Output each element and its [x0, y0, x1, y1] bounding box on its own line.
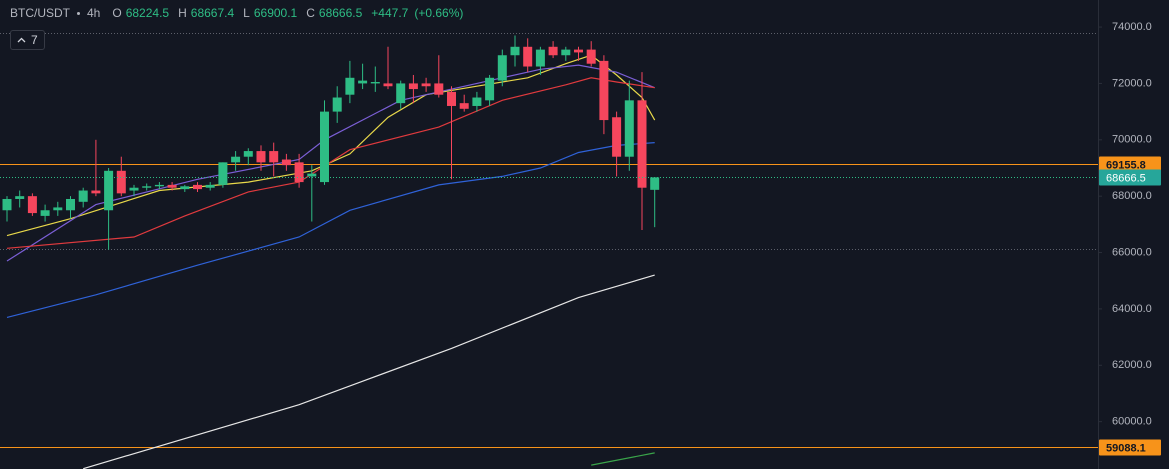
- candle-body: [2, 198, 12, 211]
- indicator-toggle[interactable]: 7: [10, 30, 45, 50]
- y-tick-label: 66000.0: [1112, 246, 1152, 258]
- level-tag-label: 59088.1: [1106, 442, 1146, 454]
- candle-body: [650, 177, 660, 190]
- y-tick-label: 70000.0: [1112, 134, 1152, 146]
- ohlc-label: O: [112, 6, 122, 20]
- candle-body: [497, 55, 507, 81]
- candle-body: [510, 46, 520, 56]
- candle-body: [345, 77, 355, 95]
- ohlc-value: 68224.5: [125, 6, 170, 20]
- candle-body: [561, 49, 571, 56]
- moving-average: [6, 142, 655, 318]
- y-tick-label: 60000.0: [1112, 416, 1152, 428]
- candle-body: [129, 187, 139, 191]
- candle-body: [294, 162, 304, 183]
- candle-body: [78, 190, 88, 202]
- symbol: BTC/USDT: [10, 6, 70, 20]
- candle-body: [193, 184, 202, 190]
- change-pct: (+0.66%): [414, 6, 464, 20]
- candle-body: [485, 77, 495, 101]
- interval[interactable]: 4h: [87, 6, 101, 20]
- candle-body: [91, 190, 101, 194]
- moving-average: [6, 64, 655, 262]
- y-tick-label: 62000.0: [1112, 359, 1152, 371]
- y-tick-label: 74000.0: [1112, 21, 1152, 33]
- candle-body: [624, 100, 634, 157]
- candle-body: [256, 151, 266, 163]
- candle-body: [358, 80, 368, 84]
- level-tag-label: 69155.8: [1106, 159, 1146, 171]
- candle-body: [231, 156, 241, 163]
- candle-body: [421, 83, 431, 87]
- candle-body: [408, 83, 418, 90]
- candle-body: [396, 83, 406, 104]
- chevron-icon: [17, 37, 26, 43]
- candle-body: [154, 184, 164, 187]
- candle-body: [612, 117, 622, 157]
- candle-body: [142, 186, 152, 188]
- change: +447.7: [371, 6, 409, 20]
- candle-body: [53, 207, 63, 211]
- y-tick-label: 72000.0: [1112, 77, 1152, 89]
- price-axis: 60000.0 62000.0 64000.0 66000.0 68000.0 70000…: [1098, 21, 1152, 428]
- candle-body: [307, 173, 317, 177]
- candle-body: [574, 49, 583, 53]
- moving-average: [591, 452, 655, 466]
- ohlc-label: C: [306, 6, 315, 20]
- moving-average: [6, 77, 655, 249]
- candle-body: [167, 184, 177, 188]
- candle-body: [548, 46, 558, 56]
- candle-body: [104, 170, 114, 211]
- candle-body: [459, 103, 469, 109]
- indicator-count: 7: [31, 33, 38, 47]
- level-tag: [1099, 156, 1161, 173]
- candle-body: [586, 49, 596, 64]
- candle-body: [637, 100, 647, 188]
- ohlc-value: 68667.4: [190, 6, 235, 20]
- moving-average: [83, 274, 655, 469]
- candle-body: [243, 151, 253, 157]
- legend-header: BTC/USDT 4h O 68224.5 H 68667.4 L 66900.1 C…: [10, 6, 468, 20]
- candle-body: [180, 186, 190, 190]
- candle-body: [281, 159, 291, 166]
- candle-body: [218, 162, 228, 185]
- ohlc-label: H: [178, 6, 187, 20]
- ohlc-value: 68666.5: [318, 6, 363, 20]
- candle-body: [269, 151, 279, 163]
- candle-body: [370, 82, 380, 84]
- candle-body: [523, 46, 533, 67]
- level-tag: [1099, 439, 1161, 456]
- candle-body: [472, 97, 482, 106]
- candle-body: [205, 184, 215, 188]
- candle-body: [434, 83, 444, 95]
- candle-body: [332, 97, 342, 112]
- y-tick-label: 68000.0: [1112, 190, 1152, 202]
- candle-body: [599, 60, 609, 121]
- candle-body: [15, 196, 25, 199]
- ohlc-label: L: [243, 6, 250, 20]
- plot-area: [0, 33, 1098, 469]
- ohlc-value: 66900.1: [253, 6, 298, 20]
- candle-body: [66, 198, 75, 211]
- current-price-label: 68666.5: [1106, 172, 1146, 184]
- candle-body: [447, 91, 456, 106]
- candle-body: [116, 170, 126, 194]
- candle-body: [535, 49, 545, 67]
- candle-body: [27, 196, 37, 214]
- current-price-tag: [1099, 169, 1161, 186]
- candle-body: [40, 210, 50, 216]
- separator: [77, 11, 80, 15]
- candle-body: [383, 83, 393, 87]
- candle-body: [320, 111, 329, 183]
- y-tick-label: 64000.0: [1112, 303, 1152, 315]
